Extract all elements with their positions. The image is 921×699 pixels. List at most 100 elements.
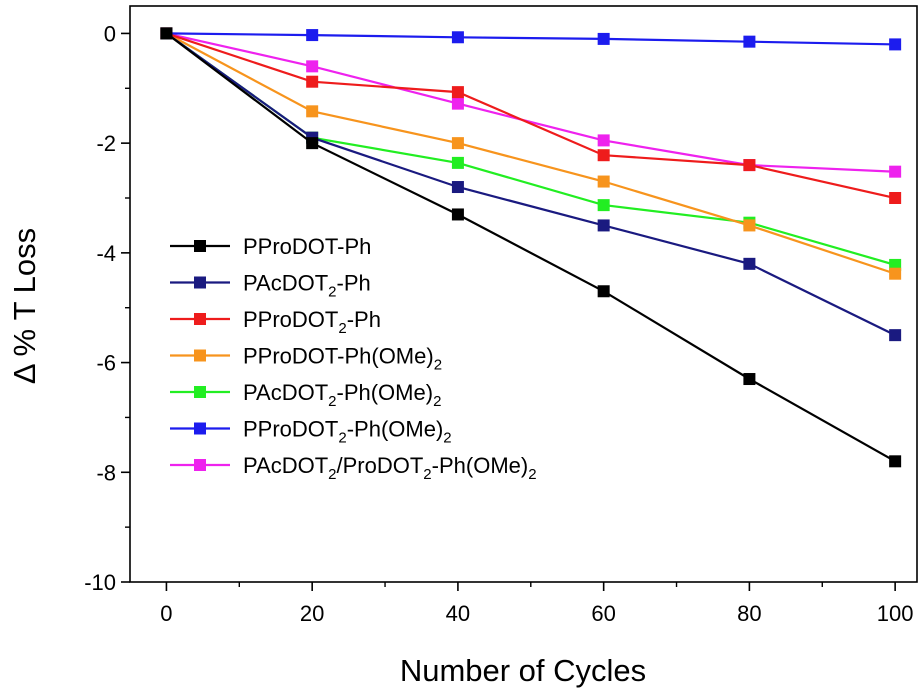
legend: PProDOT-PhPAcDOT2-PhPProDOT2-PhPProDOT-P… bbox=[170, 234, 537, 483]
legend-label-part: PAcDOT bbox=[243, 380, 328, 405]
series-line bbox=[165, 32, 896, 463]
legend-item: PProDOT2-Ph bbox=[170, 307, 381, 337]
legend-label-subscript: 2 bbox=[434, 357, 442, 374]
legend-label-subscript: 2 bbox=[338, 320, 346, 337]
x-tick-label: 60 bbox=[591, 601, 615, 626]
legend-marker bbox=[194, 422, 206, 435]
x-tick-label: 0 bbox=[160, 601, 172, 626]
legend-marker bbox=[194, 386, 206, 398]
data-point bbox=[597, 175, 610, 188]
legend-item: PProDOT2-Ph(OMe)2 bbox=[170, 417, 452, 447]
legend-marker bbox=[194, 313, 206, 325]
data-point bbox=[889, 329, 902, 342]
data-point bbox=[451, 86, 464, 99]
legend-label-subscript: 2 bbox=[443, 430, 451, 447]
data-point bbox=[451, 137, 464, 150]
legend-label-part: PAcDOT bbox=[243, 453, 328, 478]
plot-area bbox=[160, 27, 902, 468]
legend-label-part: -Ph(OMe) bbox=[337, 380, 434, 405]
y-axis-title: Δ % T Loss bbox=[7, 228, 42, 384]
legend-marker bbox=[194, 349, 206, 362]
data-point bbox=[451, 156, 464, 169]
data-point bbox=[306, 29, 319, 42]
legend-label: PProDOT2-Ph(OMe)2 bbox=[243, 417, 452, 447]
x-tick-label: 20 bbox=[300, 601, 324, 626]
data-point bbox=[306, 75, 319, 88]
x-tick-label: 100 bbox=[877, 601, 914, 626]
data-point bbox=[889, 455, 902, 468]
data-point bbox=[160, 27, 173, 40]
data-point bbox=[889, 267, 902, 280]
data-point bbox=[451, 31, 464, 44]
y-tick-label: 0 bbox=[104, 21, 116, 46]
legend-label-part: PProDOT-Ph bbox=[243, 234, 371, 259]
x-axis-title: Number of Cycles bbox=[400, 653, 646, 688]
legend-label-part: PProDOT bbox=[243, 417, 338, 442]
data-point bbox=[306, 105, 319, 118]
data-point bbox=[597, 199, 610, 212]
legend-label-part: PProDOT-Ph(OMe) bbox=[243, 344, 434, 369]
data-point bbox=[597, 32, 610, 45]
legend-label-part: -Ph bbox=[337, 271, 371, 296]
data-point bbox=[743, 257, 756, 270]
series-6 bbox=[160, 27, 902, 178]
series-line bbox=[166, 32, 896, 200]
x-tick-label: 40 bbox=[446, 601, 470, 626]
data-point bbox=[743, 219, 756, 232]
legend-label: PAcDOT2-Ph bbox=[243, 271, 371, 301]
data-point bbox=[889, 165, 902, 178]
legend-label-subscript: 2 bbox=[423, 466, 431, 483]
data-point bbox=[743, 373, 756, 386]
legend-label: PProDOT2-Ph bbox=[243, 307, 381, 337]
series-2 bbox=[160, 27, 902, 204]
legend-label: PAcDOT2/ProDOT2-Ph(OMe)2 bbox=[243, 453, 537, 483]
legend-label-subscript: 2 bbox=[433, 393, 441, 410]
legend-label-part: /ProDOT bbox=[337, 453, 424, 478]
legend-marker bbox=[194, 240, 206, 252]
axes: 0 20 40 60 80 100 0 -2 -4 -6 -8 -10 bbox=[84, 5, 918, 626]
legend-label-part: -Ph(OMe) bbox=[432, 453, 529, 478]
legend-item: PProDOT-Ph(OMe)2 bbox=[170, 344, 442, 374]
data-point bbox=[451, 208, 464, 221]
legend-label: PProDOT-Ph(OMe)2 bbox=[243, 344, 442, 374]
data-point bbox=[306, 137, 319, 150]
data-point bbox=[743, 159, 756, 172]
y-tick-label: -8 bbox=[96, 460, 116, 485]
y-tick-label: -6 bbox=[96, 351, 116, 376]
legend-label: PAcDOT2-Ph(OMe)2 bbox=[243, 380, 441, 410]
legend-label-part: PAcDOT bbox=[243, 271, 328, 296]
legend-label-part: PProDOT bbox=[243, 307, 338, 332]
y-tick-label: -4 bbox=[96, 241, 116, 266]
series-line bbox=[165, 32, 896, 337]
data-point bbox=[597, 134, 610, 147]
series-line bbox=[165, 32, 896, 275]
data-point bbox=[451, 181, 464, 194]
data-point bbox=[889, 38, 902, 51]
legend-item: PAcDOT2-Ph(OMe)2 bbox=[170, 380, 441, 410]
legend-label-subscript: 2 bbox=[338, 430, 346, 447]
series-0 bbox=[160, 27, 902, 468]
data-point bbox=[743, 35, 756, 48]
legend-item: PProDOT-Ph bbox=[170, 234, 371, 259]
legend-item: PAcDOT2-Ph bbox=[170, 271, 371, 301]
legend-label-part: -Ph bbox=[347, 307, 381, 332]
series-line bbox=[166, 32, 896, 173]
data-point bbox=[451, 97, 464, 110]
data-point bbox=[597, 285, 610, 298]
legend-label-part: -Ph(OMe) bbox=[347, 417, 444, 442]
legend-label-subscript: 2 bbox=[328, 284, 336, 301]
data-point bbox=[597, 149, 610, 162]
data-point bbox=[889, 192, 902, 204]
legend-marker bbox=[194, 459, 206, 471]
x-tick-label: 80 bbox=[737, 601, 761, 626]
legend-marker bbox=[194, 276, 206, 289]
y-tick-label: -10 bbox=[84, 570, 116, 595]
data-point bbox=[306, 60, 319, 73]
series-5 bbox=[160, 27, 902, 51]
series-line bbox=[166, 32, 896, 46]
legend-label-subscript: 2 bbox=[328, 466, 336, 483]
legend-label-subscript: 2 bbox=[328, 393, 336, 410]
series-line bbox=[165, 32, 896, 266]
plot-frame bbox=[129, 5, 918, 583]
